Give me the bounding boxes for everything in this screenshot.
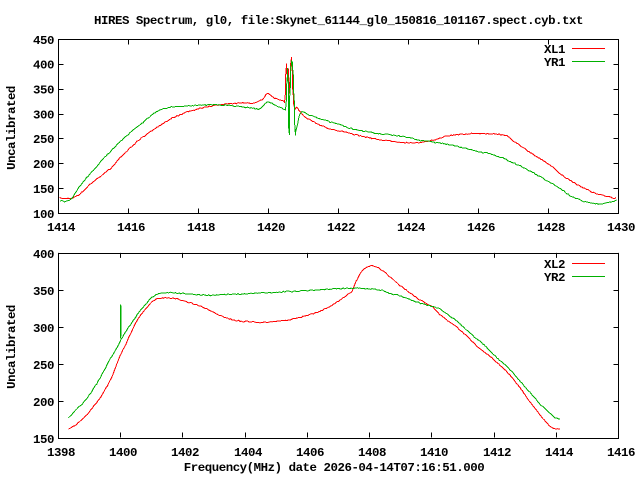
svg-text:1416: 1416: [117, 221, 145, 235]
svg-text:150: 150: [33, 183, 54, 197]
svg-text:1414: 1414: [545, 446, 574, 460]
svg-text:1402: 1402: [171, 446, 199, 460]
svg-text:1418: 1418: [187, 221, 215, 235]
svg-text:350: 350: [33, 84, 54, 98]
svg-text:200: 200: [33, 396, 54, 410]
svg-text:Uncalibrated: Uncalibrated: [5, 305, 19, 389]
svg-text:YR2: YR2: [544, 271, 565, 285]
svg-text:1412: 1412: [483, 446, 511, 460]
svg-text:YR1: YR1: [544, 56, 565, 70]
svg-text:450: 450: [33, 34, 54, 48]
svg-text:400: 400: [33, 248, 54, 262]
svg-text:300: 300: [33, 322, 54, 336]
svg-text:1400: 1400: [109, 446, 137, 460]
svg-text:XL1: XL1: [544, 43, 565, 57]
svg-text:100: 100: [33, 208, 54, 222]
svg-text:150: 150: [33, 433, 54, 447]
svg-text:HIRES Spectrum, gl0, file:Skyn: HIRES Spectrum, gl0, file:Skynet_61144_g…: [94, 14, 583, 28]
svg-text:1426: 1426: [467, 221, 495, 235]
svg-text:1408: 1408: [358, 446, 386, 460]
svg-text:XL2: XL2: [544, 258, 565, 272]
svg-text:1420: 1420: [257, 221, 285, 235]
svg-text:300: 300: [33, 108, 54, 122]
svg-text:Uncalibrated: Uncalibrated: [5, 86, 19, 170]
svg-text:1404: 1404: [234, 446, 263, 460]
svg-text:400: 400: [33, 59, 54, 73]
svg-text:1414: 1414: [47, 221, 76, 235]
svg-text:1406: 1406: [296, 446, 324, 460]
svg-text:1424: 1424: [397, 221, 426, 235]
svg-text:1416: 1416: [607, 446, 635, 460]
svg-text:350: 350: [33, 285, 54, 299]
svg-text:200: 200: [33, 158, 54, 172]
svg-text:1428: 1428: [537, 221, 565, 235]
svg-text:1430: 1430: [607, 221, 635, 235]
svg-text:250: 250: [33, 359, 54, 373]
svg-text:Frequency(MHz) date 2026-04-14: Frequency(MHz) date 2026-04-14T07:16:51.…: [184, 461, 484, 475]
svg-text:250: 250: [33, 133, 54, 147]
svg-text:1422: 1422: [327, 221, 355, 235]
svg-text:1410: 1410: [420, 446, 448, 460]
svg-text:1398: 1398: [47, 446, 75, 460]
